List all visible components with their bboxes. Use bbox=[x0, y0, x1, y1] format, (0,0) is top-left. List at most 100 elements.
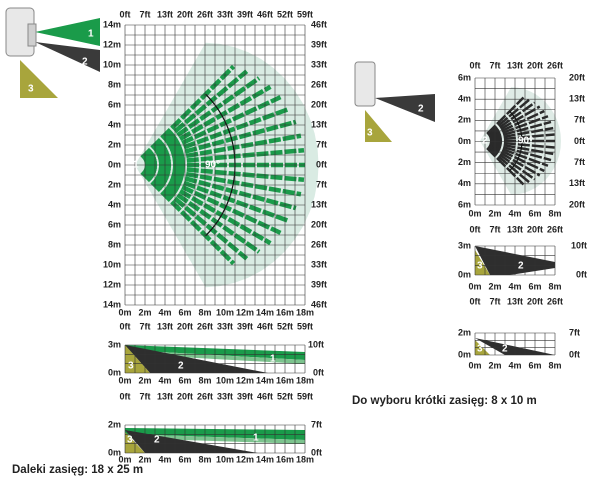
bottom-label: 8m bbox=[548, 281, 561, 291]
bottom-label: 18m bbox=[296, 454, 314, 464]
right-label: 7ft bbox=[311, 419, 322, 429]
left-label: 3m bbox=[108, 339, 121, 349]
left-label: 0m bbox=[458, 269, 471, 279]
top-label: 52ft bbox=[277, 321, 293, 331]
zone-label: 2 bbox=[82, 57, 88, 68]
chart-panel: 0ft 7ft 13ft 20ft 26ft 33ft 39ft 46ft 52ft 59ft0m… bbox=[108, 321, 324, 385]
bottom-label: 14m bbox=[256, 375, 274, 385]
top-label: 7ft bbox=[140, 9, 151, 19]
beam bbox=[144, 163, 305, 183]
right-label: 20ft bbox=[569, 199, 585, 209]
zone-label: 3 bbox=[477, 344, 483, 355]
bottom-label: 12m bbox=[236, 454, 254, 464]
top-label: 52ft bbox=[277, 9, 293, 19]
angle-label: 90° bbox=[205, 160, 220, 171]
top-label: 59ft bbox=[297, 9, 313, 19]
bottom-label: 6m bbox=[178, 375, 191, 385]
right-label: 13ft bbox=[569, 178, 585, 188]
bottom-label: 16m bbox=[276, 454, 294, 464]
right-label: 10ft bbox=[571, 240, 587, 250]
bottom-label: 6m bbox=[178, 307, 191, 317]
bottom-label: 6m bbox=[528, 360, 541, 370]
top-label: 46ft bbox=[257, 9, 273, 19]
bottom-label: 16m bbox=[276, 307, 294, 317]
left-label: 6m bbox=[108, 99, 121, 109]
chart-panel: 0ft 7ft 13ft 20ft 26ft 0m 2m 4m 6m 8m 2m 0m 7ft 0ft 2 3 bbox=[458, 296, 580, 370]
right-label: 7ft bbox=[574, 157, 585, 167]
bottom-label: 8m bbox=[548, 208, 561, 218]
top-label: 33ft bbox=[217, 9, 233, 19]
top-label: 13ft bbox=[157, 9, 173, 19]
left-label: 14m bbox=[103, 19, 121, 29]
right-label: 13ft bbox=[311, 119, 327, 129]
beam bbox=[144, 165, 297, 211]
bottom-label: 0m bbox=[118, 307, 131, 317]
top-label: 13ft bbox=[157, 321, 173, 331]
beam bbox=[488, 143, 549, 167]
right-label: 0ft bbox=[574, 136, 585, 146]
bottom-label: 10m bbox=[216, 375, 234, 385]
right-label: 39ft bbox=[311, 279, 327, 289]
left-label: 2m bbox=[108, 419, 121, 429]
bottom-label: 2m bbox=[488, 281, 501, 291]
bottom-label: 8m bbox=[198, 375, 211, 385]
beam bbox=[488, 144, 541, 177]
caption: Do wyboru krótki zasięg: 8 x 10 m bbox=[352, 395, 537, 407]
left-label: 2m bbox=[108, 179, 121, 189]
right-label: 13ft bbox=[311, 199, 327, 209]
zone-3 bbox=[475, 250, 490, 275]
left-label: 0m bbox=[458, 349, 471, 359]
right-label: 33ft bbox=[311, 259, 327, 269]
bottom-label: 0m bbox=[118, 375, 131, 385]
right-label: 20ft bbox=[311, 99, 327, 109]
top-label: 7ft bbox=[140, 321, 151, 331]
beam bbox=[143, 95, 282, 163]
left-label: 10m bbox=[103, 59, 121, 69]
right-label: 20ft bbox=[569, 72, 585, 82]
bottom-label: 12m bbox=[236, 307, 254, 317]
chart-panel: 0ft 7ft 13ft 20ft 26ft 0m 2m 4m 6m 8m 3m 0m 10ft 0ft 2… bbox=[458, 224, 587, 291]
right-label: 13ft bbox=[569, 94, 585, 104]
top-label: 13ft bbox=[157, 391, 173, 401]
top-label: 0ft bbox=[120, 9, 131, 19]
left-label: 6m bbox=[108, 219, 121, 229]
right-label: 7ft bbox=[316, 139, 327, 149]
bottom-label: 2m bbox=[138, 307, 151, 317]
top-label: 0ft bbox=[470, 296, 481, 306]
right-label: 0ft bbox=[313, 367, 324, 377]
right-label: 33ft bbox=[311, 59, 327, 69]
zone-label: 2 bbox=[418, 104, 424, 115]
beam bbox=[144, 147, 305, 167]
left-label: 3m bbox=[458, 240, 471, 250]
top-label: 0ft bbox=[120, 391, 131, 401]
right-label: 7ft bbox=[574, 115, 585, 125]
bottom-label: 18m bbox=[296, 375, 314, 385]
zone-label: 3 bbox=[128, 361, 134, 372]
bottom-label: 0m bbox=[468, 281, 481, 291]
bottom-label: 2m bbox=[138, 454, 151, 464]
beam bbox=[140, 170, 236, 266]
zone-label: 3 bbox=[367, 128, 373, 139]
bottom-label: 0m bbox=[468, 208, 481, 218]
bottom-label: 0m bbox=[468, 360, 481, 370]
right-label: 10ft bbox=[308, 339, 324, 349]
right-label: 0ft bbox=[569, 349, 580, 359]
right-label: 39ft bbox=[311, 39, 327, 49]
left-label: 0m bbox=[108, 447, 121, 457]
angle-arc bbox=[509, 110, 523, 172]
top-label: 46ft bbox=[257, 391, 273, 401]
left-label: 0m bbox=[108, 159, 121, 169]
chart-panel: 0ft 7ft 13ft 20ft 26ft 33ft 39ft 46ft 52ft 59ft0m… bbox=[103, 9, 327, 317]
bottom-label: 10m bbox=[216, 454, 234, 464]
top-label: 59ft bbox=[297, 321, 313, 331]
zone-label: 3 bbox=[127, 435, 133, 446]
zone-label: 1 bbox=[270, 354, 276, 365]
top-label: 59ft bbox=[297, 391, 313, 401]
right-label: 46ft bbox=[311, 299, 327, 309]
left-label: 14m bbox=[103, 299, 121, 309]
top-label: 13ft bbox=[507, 60, 523, 70]
left-label: 12m bbox=[103, 39, 121, 49]
bottom-label: 14m bbox=[256, 454, 274, 464]
bottom-label: 4m bbox=[158, 375, 171, 385]
